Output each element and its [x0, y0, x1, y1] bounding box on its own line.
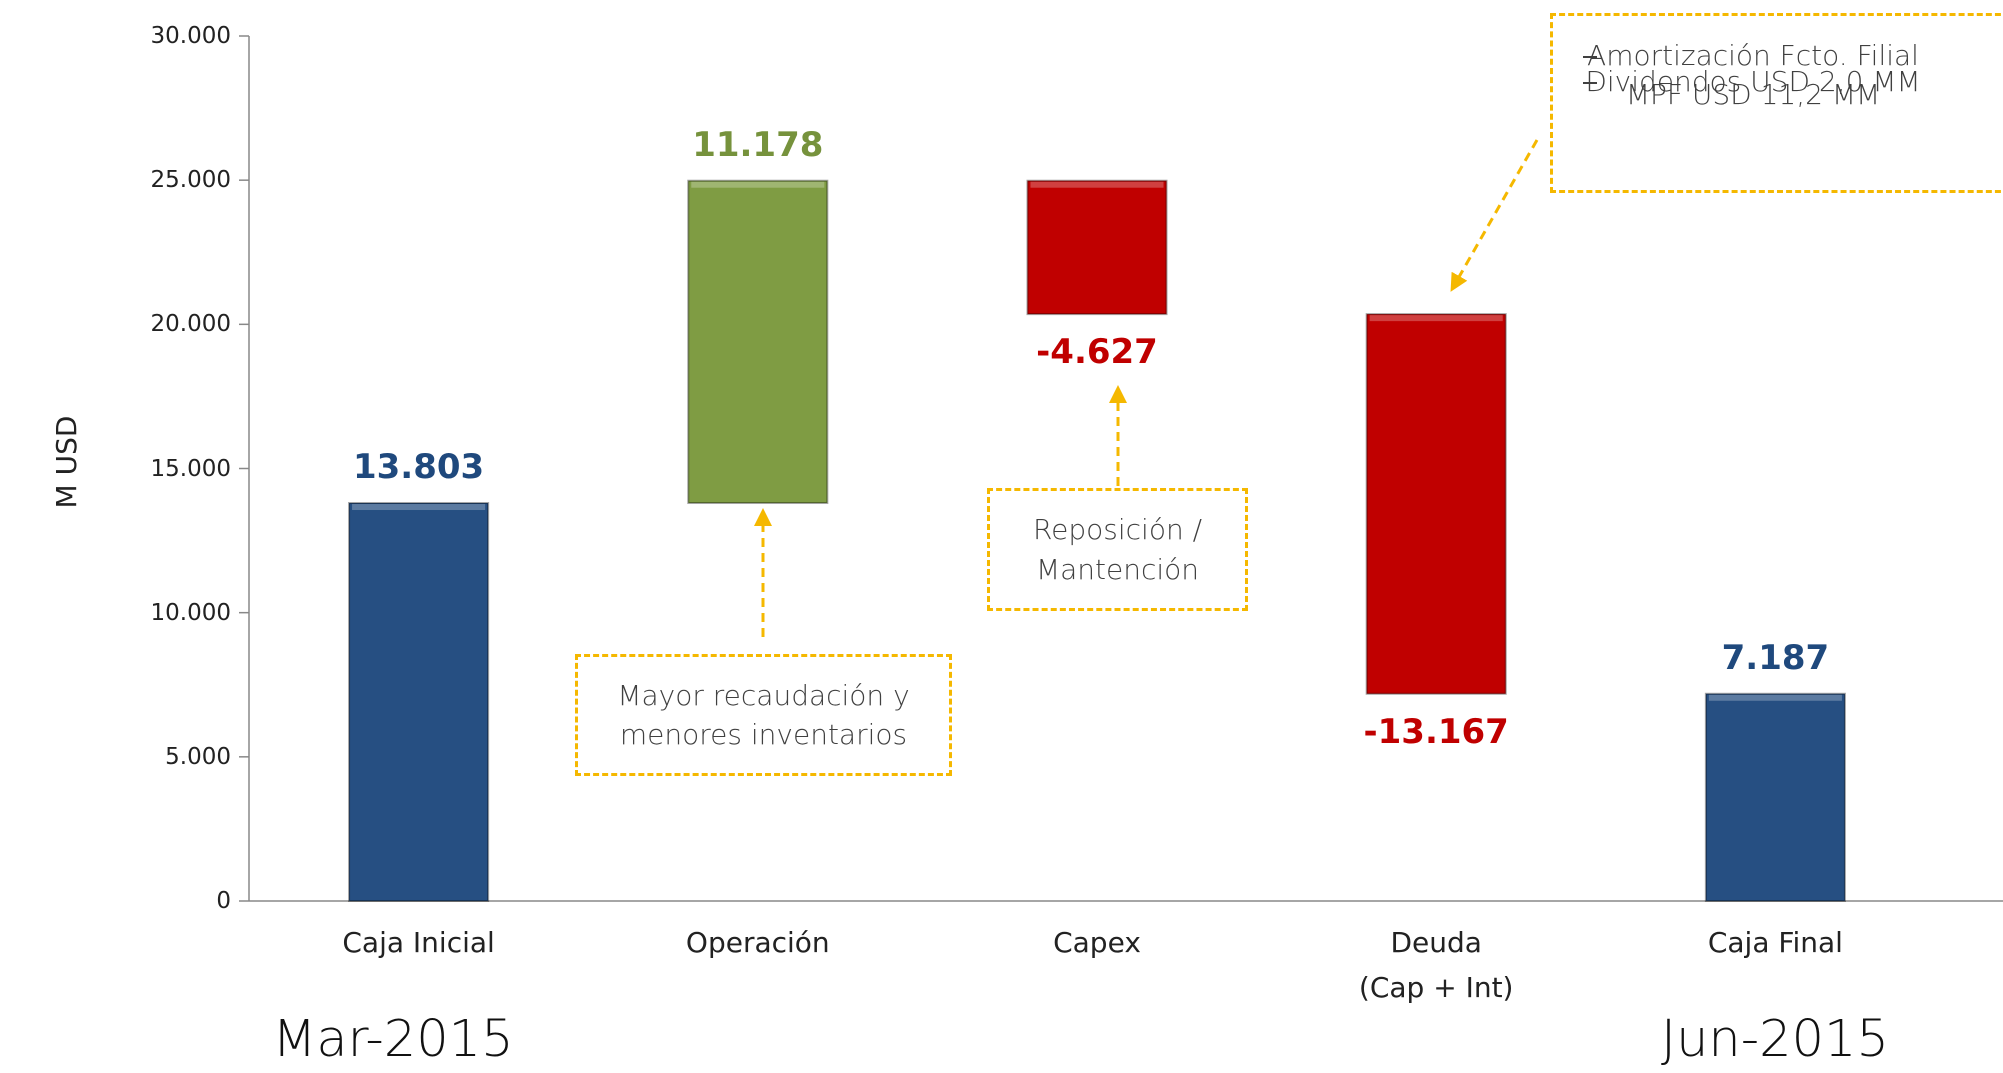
bar	[1704, 692, 1846, 903]
value-label: 11.178	[692, 124, 824, 165]
value-label: 7.187	[1721, 637, 1830, 678]
x-tick-label: Caja Inicial	[342, 926, 495, 959]
period-label: Jun-2015	[1661, 1010, 1889, 1069]
annotation: Reposición / Mantención	[1032, 513, 1203, 586]
y-tick-label: 5.000	[165, 743, 231, 770]
value-label: 13.803	[352, 447, 485, 487]
bar-highlight	[1369, 315, 1503, 322]
bullet-item: Amortización Fcto. Filial MPF USD 11,2 M…	[1583, 36, 2003, 111]
y-tick-label: 15.000	[150, 455, 231, 482]
bar-highlight	[1030, 181, 1164, 188]
bar-highlight	[1708, 694, 1842, 701]
y-tick-label: 10.000	[150, 599, 231, 626]
value-label: -13.167	[1363, 711, 1509, 752]
annotation-box: Reposición / Mantención	[987, 488, 1248, 611]
x-tick-label: Capex	[1053, 926, 1141, 959]
bar	[1365, 313, 1507, 695]
bullet	[1583, 56, 1597, 58]
value-label: -4.627	[1036, 332, 1158, 373]
bar-highlight	[352, 504, 486, 511]
y-tick-label: 0	[216, 888, 231, 914]
bar	[348, 502, 490, 902]
x-tick-label: Operación	[685, 926, 830, 959]
y-axis-label: M USD	[49, 415, 83, 509]
x-tick-label: Caja Final	[1707, 926, 1843, 959]
period-label: Mar-2015	[272, 1010, 514, 1069]
bullet	[1583, 82, 1597, 84]
bullet-item: Dividendos USD 2,0 MM	[1583, 62, 2003, 98]
x-tick-label: Deuda (Cap + Int)	[1358, 926, 1514, 1004]
arrow	[1450, 139, 1539, 292]
y-tick-label: 30.000	[150, 23, 231, 49]
bar-highlight	[691, 181, 825, 188]
annotation: Dividendos USD 2,0 MM	[1585, 65, 1921, 98]
bar	[687, 179, 829, 505]
annotation: Mayor recaudación y menores inventarios	[617, 678, 910, 751]
annotation-box: Mayor recaudación y menores inventarios	[575, 654, 952, 776]
y-tick-label: 25.000	[150, 167, 231, 194]
annotation: Amortización Fcto. Filial MPF USD 11,2 M…	[1587, 39, 1919, 112]
annotation-box: Amortización Fcto. Filial MPF USD 11,2 M…	[1550, 13, 2003, 193]
y-tick-label: 20.000	[150, 311, 231, 338]
bar	[1026, 179, 1168, 316]
